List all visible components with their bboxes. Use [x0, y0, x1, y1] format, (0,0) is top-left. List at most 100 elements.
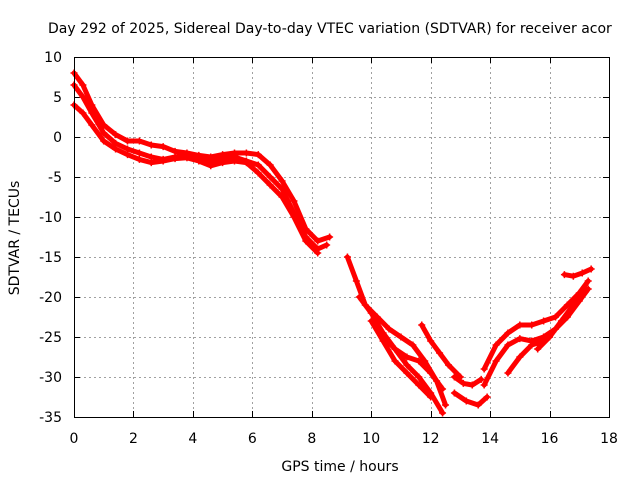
data-point	[112, 145, 120, 153]
data-point	[492, 357, 500, 365]
x-tick-label: 0	[70, 431, 79, 447]
y-tick-label: -20	[39, 290, 62, 306]
data-point	[147, 159, 155, 167]
data-point	[242, 149, 250, 157]
data-point	[242, 159, 250, 167]
y-tick-label: -15	[39, 250, 62, 266]
data-point	[290, 213, 298, 221]
data-point	[88, 109, 96, 117]
data-point	[266, 161, 274, 169]
data-point	[254, 151, 262, 159]
y-tick-label: -5	[48, 170, 62, 186]
data-point	[584, 277, 592, 285]
data-point	[231, 157, 238, 165]
data-point	[171, 155, 179, 163]
data-point	[352, 277, 360, 285]
data-point	[418, 321, 426, 329]
x-tick-label: 14	[481, 431, 499, 447]
series-line-track-7	[380, 334, 446, 392]
data-point	[326, 233, 334, 241]
series-line-track-3	[71, 102, 321, 256]
data-point	[540, 317, 548, 325]
data-point	[397, 333, 405, 341]
data-point	[147, 141, 155, 149]
series-line-track-10	[451, 390, 490, 408]
tick-labels: 0 2 4 6 8 10 12 14 16 18 10 5 0 -5 -10 -15 -20 -25 -30 -35	[39, 50, 618, 447]
data-point	[409, 341, 417, 349]
data-point	[560, 271, 568, 279]
y-tick-label: -30	[39, 370, 62, 386]
data-point	[450, 373, 458, 381]
data-point	[445, 361, 452, 369]
data-point	[442, 401, 450, 409]
data-point	[124, 137, 131, 145]
data-point	[474, 401, 482, 409]
x-tick-label: 16	[541, 431, 559, 447]
x-tick-label: 6	[248, 431, 257, 447]
data-point	[124, 151, 131, 159]
data-point	[534, 345, 542, 353]
data-point	[266, 181, 274, 189]
data-point	[403, 353, 411, 361]
series-line-track-4	[344, 254, 448, 408]
data-point	[79, 81, 87, 89]
y-tick-label: -25	[39, 330, 62, 346]
data-point	[314, 237, 322, 245]
data-point	[278, 177, 286, 185]
data-point	[427, 369, 435, 377]
data-point	[343, 253, 351, 261]
data-point	[569, 301, 577, 309]
x-axis-label: GPS time / hours	[281, 459, 398, 475]
data-point	[578, 269, 586, 277]
data-point	[100, 129, 108, 137]
grid	[74, 57, 610, 418]
x-tick-label: 12	[422, 431, 440, 447]
data-point	[135, 155, 143, 163]
data-point	[219, 159, 227, 167]
data-point	[546, 333, 554, 341]
data-point	[477, 375, 485, 383]
data-point	[492, 341, 500, 349]
data-point	[278, 193, 286, 201]
chart-title: Day 292 of 2025, Sidereal Day-to-day VTE…	[48, 21, 612, 37]
data-point	[323, 241, 331, 249]
data-point	[468, 381, 476, 389]
y-tick-label: -10	[39, 210, 62, 226]
data-point	[415, 373, 423, 381]
x-tick-label: 10	[362, 431, 380, 447]
data-point	[79, 109, 87, 117]
data-point	[302, 237, 310, 245]
data-point	[415, 357, 423, 365]
data-point	[516, 353, 524, 361]
data-point	[254, 169, 262, 177]
y-tick-label: 0	[53, 130, 62, 146]
data-point	[88, 121, 96, 129]
data-point	[462, 397, 470, 405]
data-point	[427, 393, 435, 401]
data-point	[355, 293, 363, 301]
data-point	[254, 161, 262, 169]
data-point	[504, 341, 512, 349]
data-point	[427, 337, 435, 345]
data-point	[367, 309, 375, 317]
data-point	[391, 357, 399, 365]
data-point	[79, 93, 87, 101]
data-point	[266, 173, 274, 181]
series-group	[70, 69, 595, 417]
series-line-track-13	[505, 338, 547, 376]
data-point	[112, 131, 120, 139]
data-point	[450, 389, 458, 397]
data-point	[504, 369, 512, 377]
data-point	[183, 154, 191, 162]
data-point	[159, 157, 167, 165]
x-tick-label: 2	[129, 431, 138, 447]
data-point	[100, 137, 108, 145]
data-point	[528, 341, 536, 349]
series-line-track-9	[451, 374, 484, 388]
series-line-track-15	[561, 266, 594, 279]
data-point	[135, 137, 143, 145]
data-point	[385, 325, 393, 333]
data-point	[290, 197, 298, 205]
x-tick-label: 18	[600, 431, 618, 447]
data-point	[483, 393, 491, 401]
